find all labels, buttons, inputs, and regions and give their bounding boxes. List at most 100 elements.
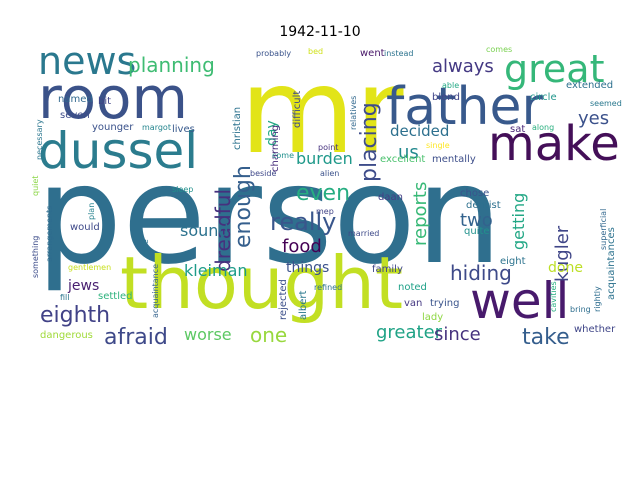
word-two: two — [460, 210, 493, 231]
word-quiet: quiet — [31, 176, 40, 196]
word-would: would — [70, 222, 100, 233]
word-jews: jews — [67, 278, 99, 294]
word-worse: worse — [184, 325, 232, 344]
word-lady: lady — [422, 312, 443, 323]
word-chose: chose — [460, 188, 489, 199]
word-rightly: rightly — [593, 286, 602, 312]
word-named: named — [58, 94, 93, 105]
word-father: father — [386, 77, 544, 137]
word-younger: younger — [92, 122, 134, 133]
word-arrangements: arrangements — [45, 206, 54, 262]
word-able: able — [442, 81, 459, 90]
word-done: done — [548, 260, 583, 276]
word-one: one — [250, 323, 287, 347]
word-enough: enough — [231, 165, 256, 248]
word-yes: yes — [578, 108, 609, 129]
word-quite: quite — [464, 226, 490, 237]
word-refined: refined — [314, 283, 342, 292]
word-sleep: sleep — [172, 185, 193, 194]
word-since: since — [434, 324, 481, 345]
word-come: come — [272, 151, 294, 160]
word-necessary: necessary — [35, 119, 44, 160]
word-dangerous: dangerous — [40, 330, 93, 341]
word-went: went — [360, 48, 385, 59]
word-charming: charming — [270, 125, 281, 172]
word-superficial: superficial — [599, 209, 608, 250]
word-married: married — [348, 229, 379, 238]
word-margot: margot — [142, 123, 171, 132]
word-seven: seven — [60, 110, 90, 121]
word-kugler: kugler — [552, 225, 573, 282]
word-daan: daan — [378, 192, 403, 203]
word-sound: sound — [180, 221, 229, 240]
word-seemed: seemed — [590, 99, 622, 108]
word-cavities: cavities — [549, 281, 558, 312]
word-room: room — [38, 64, 188, 132]
word-noted: noted — [398, 282, 427, 293]
word-person: person — [36, 137, 502, 295]
word-plan: plan — [87, 203, 96, 220]
word-kleiman: kleiman — [184, 261, 248, 280]
word-gentlemen: gentlemen — [68, 263, 111, 272]
word-settled: settled — [98, 291, 132, 302]
word-extended: extended — [566, 80, 613, 91]
word-burden: burden — [296, 149, 353, 168]
word-us: us — [398, 142, 419, 163]
word-trying: trying — [430, 298, 459, 309]
word-thought: thought — [120, 241, 403, 325]
word-mep: mep — [316, 207, 334, 216]
word-reports: reports — [410, 182, 431, 246]
word-relatives: relatives — [349, 96, 358, 130]
word-circle: circle — [530, 92, 557, 103]
word-eighth: eighth — [40, 303, 110, 328]
word-food: food — [282, 236, 322, 257]
word-take: take — [522, 325, 570, 350]
word-getting: getting — [509, 193, 528, 250]
word-placing: placing — [357, 102, 382, 182]
word-probably: probably — [256, 49, 291, 58]
word-mentally: mentally — [432, 154, 476, 165]
word-great: great — [504, 47, 604, 91]
word-dussel: dussel — [38, 122, 198, 180]
word-point: point — [318, 143, 338, 152]
word-dentist: dentist — [466, 200, 501, 211]
word-bed: bed — [308, 47, 323, 56]
word-really: really — [270, 208, 336, 236]
word-blend: blend — [432, 92, 460, 103]
word-well: well — [470, 272, 569, 330]
word-afraid: afraid — [104, 325, 168, 350]
word-difficult: difficult — [292, 91, 303, 128]
word-mr: mr — [240, 42, 404, 180]
word-planning: planning — [128, 53, 215, 77]
word-greater: greater — [376, 322, 443, 343]
word-eight: eight — [500, 256, 526, 267]
word-acquaintance: acquaintance — [151, 264, 160, 318]
word-lives: lives — [172, 124, 195, 135]
word-single: single — [426, 141, 450, 150]
word-fill: fill — [60, 293, 69, 302]
word-make: make — [488, 116, 620, 172]
word-albert: albert — [298, 290, 309, 320]
word-even: even — [296, 181, 350, 206]
word-bit: bit — [98, 96, 111, 107]
word-rejected: rejected — [278, 279, 289, 320]
word-christian: christian — [232, 107, 243, 150]
word-bring: bring — [570, 305, 591, 314]
word-sat: sat — [510, 124, 525, 135]
word-always: always — [432, 56, 494, 77]
word-along: along — [532, 123, 554, 132]
word-dreadful: dreadful — [211, 189, 235, 272]
word-excellent: excellent — [380, 154, 425, 165]
word-family: family — [372, 264, 403, 275]
word-alien: alien — [320, 169, 339, 178]
word-day: day — [264, 120, 280, 146]
word-beside: beside — [250, 169, 276, 178]
word-nice: nice — [141, 239, 150, 256]
word-things: things — [286, 260, 329, 276]
word-decided: decided — [390, 122, 449, 140]
word-instead: instead — [384, 49, 414, 58]
word-whether: whether — [574, 324, 616, 335]
word-something: something — [31, 236, 40, 278]
word-van: van — [404, 298, 422, 309]
